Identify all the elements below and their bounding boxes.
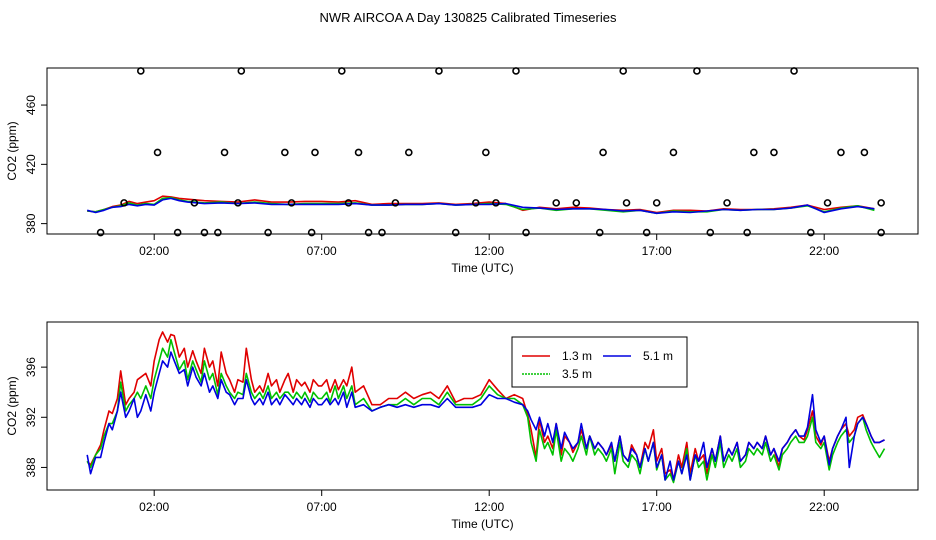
data-point-circle [877,228,885,237]
data-point-circle [823,199,832,207]
data-point-circle [153,148,162,157]
legend-box [511,336,688,388]
y-axis-title: CO2 (ppm) [5,376,19,435]
data-point-circle [234,199,242,207]
data-point-circle [200,228,209,237]
data-point-circle [281,148,289,157]
data-point-circle [482,148,490,157]
plot-area [86,331,886,484]
x-tick-label: 07:00 [307,500,337,514]
data-point-circle [404,148,413,157]
data-point-circle [214,228,222,237]
data-point-circle [599,148,607,157]
data-point-circle [378,228,386,237]
data-point-circle [391,199,400,207]
data-point-circle [137,67,145,75]
data-point-circle [344,199,353,207]
data-point-circle [723,199,731,207]
data-point-circle [354,148,363,157]
x-tick-label: 02:00 [139,500,169,514]
data-point-circle [619,67,628,75]
data-point-circle [287,199,296,207]
data-point-circle [622,199,631,207]
data-point-circle [652,199,661,207]
data-point-circle [572,199,581,207]
legend-label: 1.3 m [562,349,592,363]
data-point-circle [96,228,105,237]
data-point-circle [237,67,246,75]
data-point-circle [806,228,815,237]
x-tick-label: 17:00 [642,244,672,258]
y-tick-label: 380 [24,213,38,233]
page-title: NWR AIRCOA A Day 130825 Calibrated Times… [319,10,617,25]
data-point-circle [770,148,778,157]
data-point-circle [173,228,182,237]
x-tick-label: 02:00 [139,244,169,258]
x-tick-label: 22:00 [809,500,839,514]
data-point-circle [522,228,530,237]
data-point-circle [877,199,885,207]
series-line-1-3-m [86,331,885,481]
data-point-circle [743,228,751,237]
plot-area [86,195,875,215]
y-tick-label: 392 [24,407,38,427]
legend: 1.3 m 5.1 m 3.5 m [511,336,688,388]
data-point-circle [860,148,869,157]
legend-label: 5.1 m [643,349,673,363]
series-line-3-5-m [86,338,886,484]
x-tick-label: 17:00 [642,500,672,514]
data-point-circle [220,148,229,157]
data-point-circle [451,228,460,237]
plot-frame [46,67,919,235]
x-tick-label: 12:00 [474,500,504,514]
data-point-circle [552,199,561,207]
data-point-circle [190,199,199,207]
data-point-circle [435,67,443,75]
data-point-circle [693,67,701,75]
y-tick-label: 396 [24,357,38,377]
data-point-circle [669,148,678,157]
data-point-circle [642,228,651,237]
chart-panel-1: 02:00 07:00 12:00 17:00 22:00 380 420 460 Time (… [5,67,919,275]
data-point-circle [512,67,520,75]
data-point-circle [790,67,798,75]
series-line-5-1-m [86,197,875,215]
y-tick-label: 460 [24,95,38,115]
data-point-circle [307,228,316,237]
data-point-circle [364,228,373,237]
y-axis-title: CO2 (ppm) [5,121,19,180]
series-line-5-1-m [86,351,885,481]
data-point-circle [264,228,272,237]
x-axis-title: Time (UTC) [451,261,513,275]
x-tick-label: 22:00 [809,244,839,258]
data-point-circle [337,67,346,75]
data-point-circle [750,148,758,157]
data-point-circle [120,199,128,207]
legend-label: 3.5 m [562,367,592,381]
data-point-circle [311,148,319,157]
y-tick-label: 420 [24,154,38,174]
x-tick-label: 12:00 [474,244,504,258]
x-tick-label: 07:00 [307,244,337,258]
chart-panel-2: 02:00 07:00 12:00 17:00 22:00 388 392 396 Time (… [5,321,919,531]
data-point-circle [492,199,500,207]
x-axis-title: Time (UTC) [451,517,513,531]
y-tick-label: 388 [24,457,38,477]
data-point-circle [706,228,715,237]
data-point-circle [595,228,604,237]
plot-frame [46,321,919,491]
data-point-circle [837,148,845,157]
data-point-circle [471,199,480,207]
